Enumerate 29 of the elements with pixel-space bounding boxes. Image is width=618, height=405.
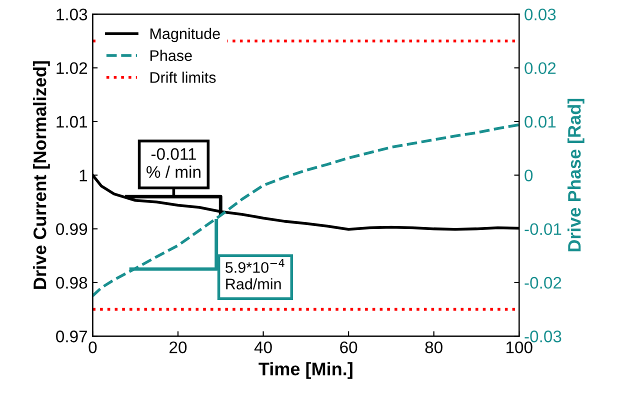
y-axis-title: Drive Current [Normalized] — [33, 61, 50, 289]
x-tick-label: 100 — [506, 341, 532, 354]
y-tick-label: 1.01 — [56, 116, 88, 128]
y-tick-label: 1 — [80, 170, 88, 182]
x-tick-label: 80 — [425, 341, 442, 354]
y2-axis-title: Drive Phase [Rad] — [568, 98, 584, 252]
legend-label: Magnitude — [150, 28, 220, 42]
y-tick-label: 0.97 — [56, 330, 88, 342]
legend-label: Drift limits — [150, 72, 216, 83]
y-tick-label: 0.98 — [56, 276, 88, 289]
x-tick-label: 40 — [254, 341, 272, 354]
x-tick-label: 0 — [88, 341, 97, 354]
y2-tick-label: 0.02 — [524, 62, 556, 74]
line-series — [92, 123, 520, 298]
legend-label: Phase — [150, 50, 192, 62]
y-tick-label: 1.03 — [56, 8, 88, 20]
y2-tick-label: 0 — [524, 170, 533, 182]
y-tick-label: 1.02 — [56, 62, 88, 74]
y2-tick-label: -0.03 — [524, 330, 562, 342]
y2-tick-label: -0.01 — [524, 223, 562, 236]
x-tick-label: 20 — [170, 341, 187, 354]
annotation: -0.011 % / min — [146, 148, 200, 178]
annotation: 5.9*10$^{−4}$ Rad/min — [226, 259, 284, 290]
x-tick-label: 60 — [340, 341, 358, 354]
y2-tick-label: 0.03 — [524, 8, 556, 20]
y-tick-label: 0.99 — [56, 223, 88, 236]
y2-tick-label: 0.01 — [524, 116, 556, 128]
y2-tick-label: -0.02 — [524, 276, 562, 289]
x-axis-title: Time [Min.] — [258, 362, 352, 379]
